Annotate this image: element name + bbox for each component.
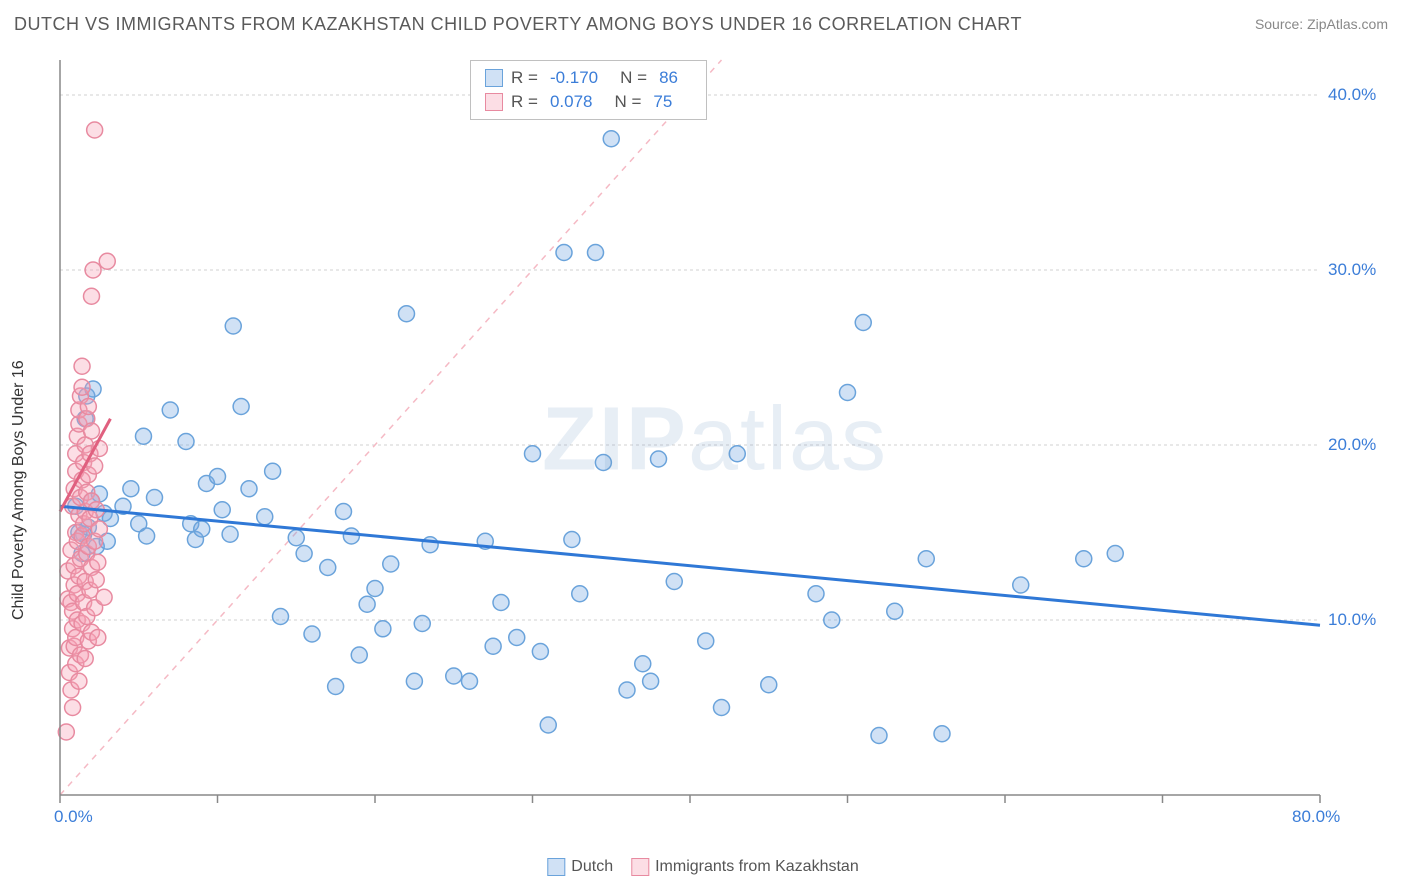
x-tick-label: 80.0% (1292, 807, 1340, 827)
legend-item-kazakh: Immigrants from Kazakhstan (631, 858, 859, 876)
n-value-dutch: 86 (659, 68, 678, 88)
plot-area: ZIPatlas (50, 55, 1380, 825)
x-tick-label: 0.0% (54, 807, 93, 827)
r-label: R = (511, 92, 538, 112)
source-label: Source: ZipAtlas.com (1255, 16, 1388, 32)
stats-legend: R = -0.170 N = 86 R = 0.078 N = 75 (470, 60, 707, 120)
swatch-kazakh (485, 93, 503, 111)
stats-row-dutch: R = -0.170 N = 86 (485, 66, 692, 90)
bottom-legend: Dutch Immigrants from Kazakhstan (547, 858, 858, 876)
scatter-svg (50, 55, 1380, 825)
legend-swatch-kazakh (631, 858, 649, 876)
y-tick-label: 40.0% (1328, 85, 1376, 105)
legend-swatch-dutch (547, 858, 565, 876)
swatch-dutch (485, 69, 503, 87)
chart-title: DUTCH VS IMMIGRANTS FROM KAZAKHSTAN CHIL… (14, 14, 1022, 35)
stats-row-kazakh: R = 0.078 N = 75 (485, 90, 692, 114)
y-tick-label: 30.0% (1328, 260, 1376, 280)
y-tick-label: 10.0% (1328, 610, 1376, 630)
y-axis-label: Child Poverty Among Boys Under 16 (10, 360, 28, 620)
n-label: N = (620, 68, 647, 88)
r-value-kazakh: 0.078 (550, 92, 593, 112)
n-label: N = (614, 92, 641, 112)
n-value-kazakh: 75 (653, 92, 672, 112)
legend-label-kazakh: Immigrants from Kazakhstan (655, 858, 859, 876)
y-tick-label: 20.0% (1328, 435, 1376, 455)
r-label: R = (511, 68, 538, 88)
legend-item-dutch: Dutch (547, 858, 613, 876)
r-value-dutch: -0.170 (550, 68, 598, 88)
legend-label-dutch: Dutch (571, 858, 613, 876)
chart-container: DUTCH VS IMMIGRANTS FROM KAZAKHSTAN CHIL… (0, 0, 1406, 892)
